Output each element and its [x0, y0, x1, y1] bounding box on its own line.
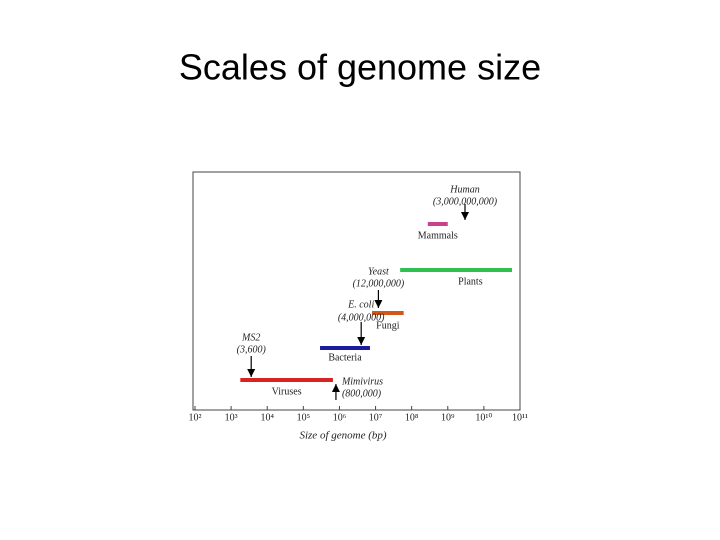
x-tick-label: 10³: [225, 412, 238, 423]
x-tick-label: 10¹⁰: [475, 412, 492, 423]
annotation-value: (12,000,000): [353, 278, 405, 289]
arrow-head: [374, 300, 383, 308]
arrow-head: [331, 384, 340, 392]
arrow-head: [247, 369, 256, 377]
arrow-head: [461, 212, 470, 220]
annotation-label: MS2: [241, 332, 260, 343]
range-bar: [240, 378, 333, 382]
x-tick-label: 10²: [189, 412, 202, 423]
x-axis-label: Size of genome (bp): [299, 430, 386, 442]
annotation-value: (3,000,000,000): [433, 196, 498, 207]
bar-label: Bacteria: [328, 352, 362, 363]
plot-frame: [192, 171, 521, 411]
range-bar: [372, 311, 404, 315]
annotation-label: Human: [449, 184, 479, 195]
bar-label: Fungi: [376, 320, 400, 331]
arrow-head: [357, 337, 366, 345]
x-tick-label: 10⁶: [333, 412, 347, 423]
x-tick-label: 10⁵: [297, 412, 311, 423]
annotation-value: (4,000,000): [338, 312, 385, 323]
bar-label: Mammals: [418, 230, 458, 241]
x-tick-label: 10⁴: [260, 412, 274, 423]
annotation-label: Mimivirus: [341, 376, 383, 387]
range-bar: [427, 222, 448, 226]
x-tick-label: 10⁹: [441, 412, 455, 423]
bar-label: Plants: [458, 276, 483, 287]
annotation-value: (3,600): [237, 344, 267, 355]
bar-label: Viruses: [272, 386, 302, 397]
x-tick-label: 10⁸: [405, 412, 419, 423]
slide-title: Scales of genome size: [179, 47, 541, 88]
annotation-value: (800,000): [342, 388, 382, 399]
x-tick-label: 10⁷: [369, 412, 383, 423]
x-tick-label: 10¹¹: [512, 412, 528, 423]
range-bar: [320, 346, 370, 350]
range-bar: [400, 268, 512, 272]
annotation-label: E. coli: [347, 299, 374, 310]
annotation-label: Yeast: [368, 266, 389, 277]
